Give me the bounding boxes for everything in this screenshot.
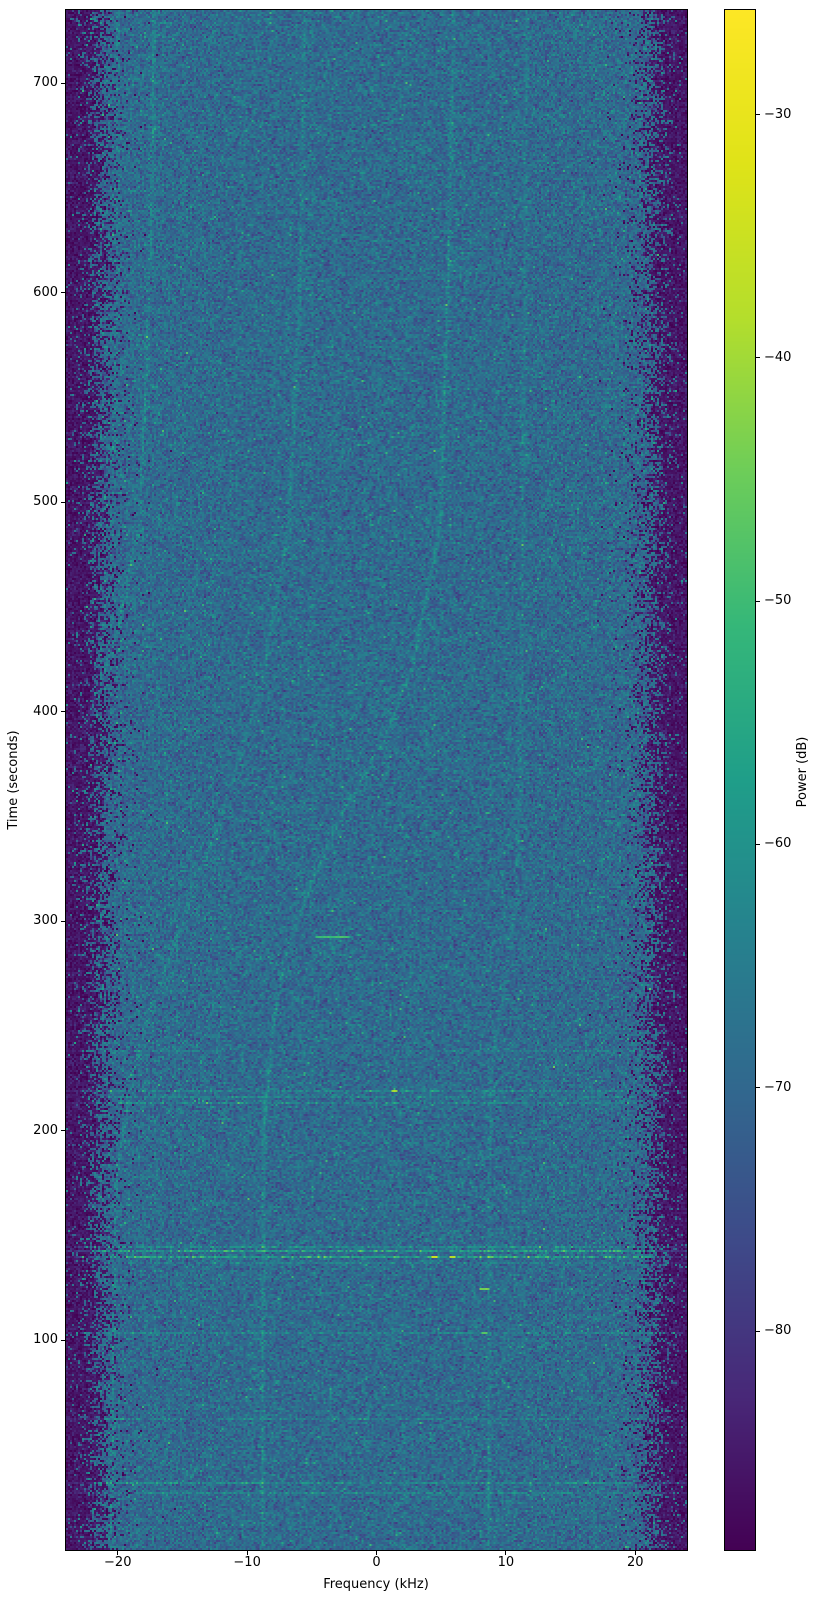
- plot-axes-frame: [65, 9, 688, 1551]
- spectrogram-image: [66, 10, 687, 1550]
- y-tick-mark: [61, 920, 65, 922]
- colorbar-tick-mark: [756, 1330, 760, 1332]
- x-tick-label: −10: [233, 1555, 261, 1570]
- colorbar-tick-mark: [756, 843, 760, 845]
- y-tick-mark: [61, 292, 65, 294]
- y-tick-label: 500: [33, 494, 58, 510]
- x-tick-label: −20: [104, 1555, 132, 1570]
- colorbar-tick-mark: [756, 357, 760, 359]
- colorbar-tick-label: −30: [764, 106, 792, 122]
- colorbar-label: Power (dB): [795, 736, 810, 808]
- y-axis-label: Time (seconds): [6, 730, 21, 830]
- colorbar-gradient: [725, 10, 755, 1550]
- y-tick-label: 300: [33, 913, 58, 929]
- colorbar-frame: [724, 9, 756, 1551]
- colorbar-tick-label: −40: [764, 349, 792, 365]
- x-tick-label: 20: [626, 1555, 644, 1570]
- colorbar-tick-label: −50: [764, 593, 792, 609]
- x-tick-mark: [505, 1551, 507, 1555]
- x-tick-mark: [246, 1551, 248, 1555]
- x-tick-mark: [634, 1551, 636, 1555]
- x-tick-label: 10: [497, 1555, 515, 1570]
- colorbar-tick-mark: [756, 600, 760, 602]
- y-tick-label: 700: [33, 75, 58, 91]
- colorbar-tick-mark: [756, 114, 760, 116]
- x-tick-mark: [376, 1551, 377, 1555]
- y-tick-mark: [61, 711, 65, 713]
- x-tick-label: 0: [372, 1555, 381, 1570]
- colorbar-tick-label: −70: [764, 1079, 792, 1095]
- y-tick-label: 400: [33, 703, 58, 719]
- x-axis-label: Frequency (kHz): [323, 1577, 429, 1592]
- colorbar-tick-mark: [756, 1087, 760, 1089]
- y-tick-mark: [61, 1130, 65, 1132]
- y-tick-mark: [61, 501, 65, 503]
- x-tick-mark: [117, 1551, 119, 1555]
- colorbar-tick-label: −80: [764, 1323, 792, 1339]
- y-tick-label: 200: [33, 1122, 58, 1138]
- y-tick-mark: [61, 1339, 65, 1341]
- colorbar-tick-label: −60: [764, 836, 792, 852]
- y-tick-label: 600: [33, 284, 58, 300]
- y-tick-mark: [61, 82, 65, 84]
- y-tick-label: 100: [33, 1332, 58, 1348]
